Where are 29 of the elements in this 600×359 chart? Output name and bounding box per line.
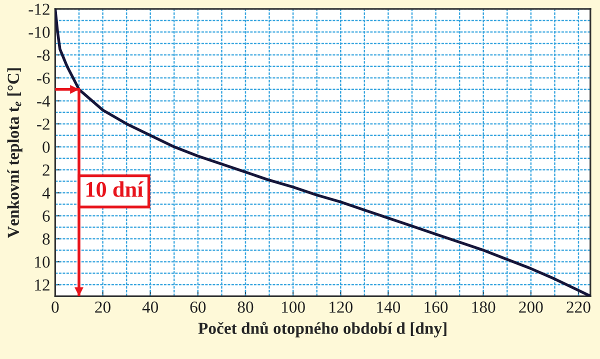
x-tick-label: 20 [95, 302, 110, 313]
y-tick-label: 12 [35, 279, 50, 290]
x-tick-label: 0 [52, 302, 59, 313]
x-tick-label: 120 [330, 302, 353, 313]
x-tick-label: 40 [142, 302, 158, 313]
x-tick-label: 80 [238, 302, 254, 313]
x-axis-title: Počet dnů otopného období d [dny] [198, 322, 446, 338]
y-tick-label: 8 [42, 233, 50, 245]
y-tick-label: 6 [42, 210, 50, 222]
x-tick-label: 160 [424, 302, 448, 313]
y-tick-label: -8 [37, 50, 50, 61]
y-tick-label: -4 [37, 96, 50, 107]
y-axis-title: Venkovní teplota t$_{e}$ [°C] [7, 68, 22, 238]
x-tick-label: 220 [566, 302, 590, 313]
x-tick-label: 60 [190, 302, 206, 313]
y-tick-label: 10 [35, 256, 50, 268]
x-tick-label: 140 [377, 302, 400, 313]
annotation: 10 dní [86, 181, 144, 197]
x-tick-label: 200 [519, 302, 543, 313]
y-tick-label: -6 [37, 72, 50, 84]
y-tick-label: 0 [42, 142, 50, 153]
y-tick-label: 2 [42, 164, 50, 176]
y-tick-label: -12 [28, 4, 50, 15]
x-tick-label: 180 [472, 302, 496, 313]
y-tick-label: -10 [28, 26, 50, 38]
line-series [55, 8, 590, 296]
y-tick-label: -2 [37, 118, 50, 130]
y-tick-label: 4 [42, 188, 50, 199]
x-tick-label: 100 [282, 302, 305, 313]
